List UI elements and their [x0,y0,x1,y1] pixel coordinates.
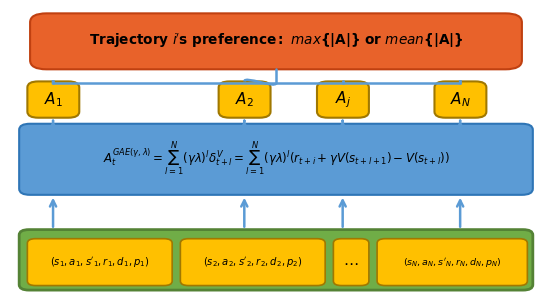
FancyBboxPatch shape [333,239,369,286]
Text: $A_N$: $A_N$ [450,90,471,109]
FancyBboxPatch shape [28,81,79,118]
Text: $(s_2, a_2, s'_2, r_2, d_2, p_2)$: $(s_2, a_2, s'_2, r_2, d_2, p_2)$ [203,255,302,269]
FancyBboxPatch shape [434,81,486,118]
FancyBboxPatch shape [19,124,533,195]
Text: $\it{\bf{Trajectory}}$ $\it{i}$$\it{\bf{'s\ preference:}}$ $\bf{\mathit{max}}\{|: $\it{\bf{Trajectory}}$ $\it{i}$$\it{\bf{… [89,32,463,51]
FancyBboxPatch shape [28,239,172,286]
FancyBboxPatch shape [219,81,270,118]
FancyBboxPatch shape [19,229,533,290]
Text: $(s_N, a_N, s'_N, r_N, d_N, p_N)$: $(s_N, a_N, s'_N, r_N, d_N, p_N)$ [403,256,502,269]
Text: $\cdots$: $\cdots$ [343,255,359,270]
Text: $A_j$: $A_j$ [335,89,351,110]
FancyBboxPatch shape [317,81,369,118]
Text: $A_t^{GAE(\gamma,\lambda)} = \sum_{l=1}^{N}(\gamma\lambda)^l\delta_{t+l}^V = \su: $A_t^{GAE(\gamma,\lambda)} = \sum_{l=1}^… [103,140,449,178]
FancyBboxPatch shape [377,239,527,286]
Text: $A_1$: $A_1$ [44,90,63,109]
Text: $A_2$: $A_2$ [235,90,254,109]
FancyBboxPatch shape [181,239,325,286]
Text: $(s_1, a_1, s'_1, r_1, d_1, p_1)$: $(s_1, a_1, s'_1, r_1, d_1, p_1)$ [50,255,150,269]
FancyBboxPatch shape [30,13,522,69]
